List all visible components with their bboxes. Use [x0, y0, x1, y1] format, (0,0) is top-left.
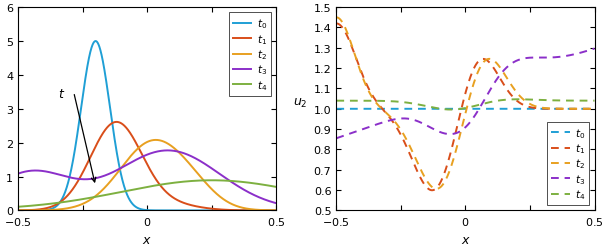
Y-axis label: $u_2$: $u_2$ [292, 96, 307, 109]
X-axis label: $x$: $x$ [142, 233, 152, 246]
X-axis label: $x$: $x$ [460, 233, 471, 246]
Legend: $t_0$, $t_1$, $t_2$, $t_3$, $t_4$: $t_0$, $t_1$, $t_2$, $t_3$, $t_4$ [229, 13, 271, 96]
Text: $t$: $t$ [58, 88, 66, 101]
Legend: $t_0$, $t_1$, $t_2$, $t_3$, $t_4$: $t_0$, $t_1$, $t_2$, $t_3$, $t_4$ [547, 122, 589, 206]
